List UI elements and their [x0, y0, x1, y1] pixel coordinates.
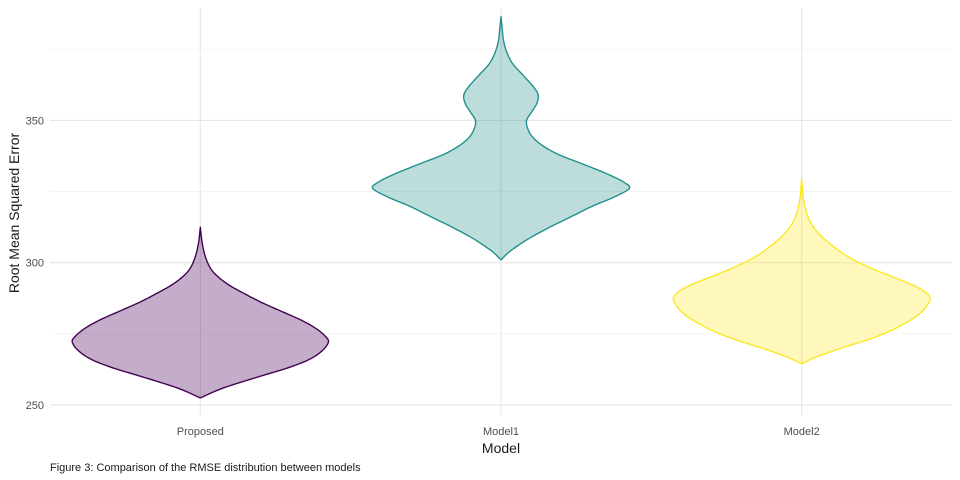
violin-model1 [371, 15, 631, 261]
x-tick-label: Model1 [483, 426, 519, 438]
x-axis-title: Model [482, 440, 520, 456]
y-tick-labels: 250 300 350 [26, 115, 44, 412]
major-gridlines [50, 8, 952, 415]
x-tick-label: Model2 [784, 426, 820, 438]
violin-proposed [71, 226, 330, 399]
x-tick-label: Proposed [177, 426, 224, 438]
y-tick-label: 300 [26, 258, 44, 270]
violin-model2 [672, 178, 931, 365]
x-tick-labels: Proposed Model1 Model2 [177, 426, 820, 438]
figure-caption: Figure 3: Comparison of the RMSE distrib… [50, 462, 361, 474]
y-axis-title: Root Mean Squared Error [6, 133, 22, 294]
y-tick-label: 350 [26, 115, 44, 127]
violins [71, 15, 931, 399]
y-tick-label: 250 [26, 400, 44, 412]
